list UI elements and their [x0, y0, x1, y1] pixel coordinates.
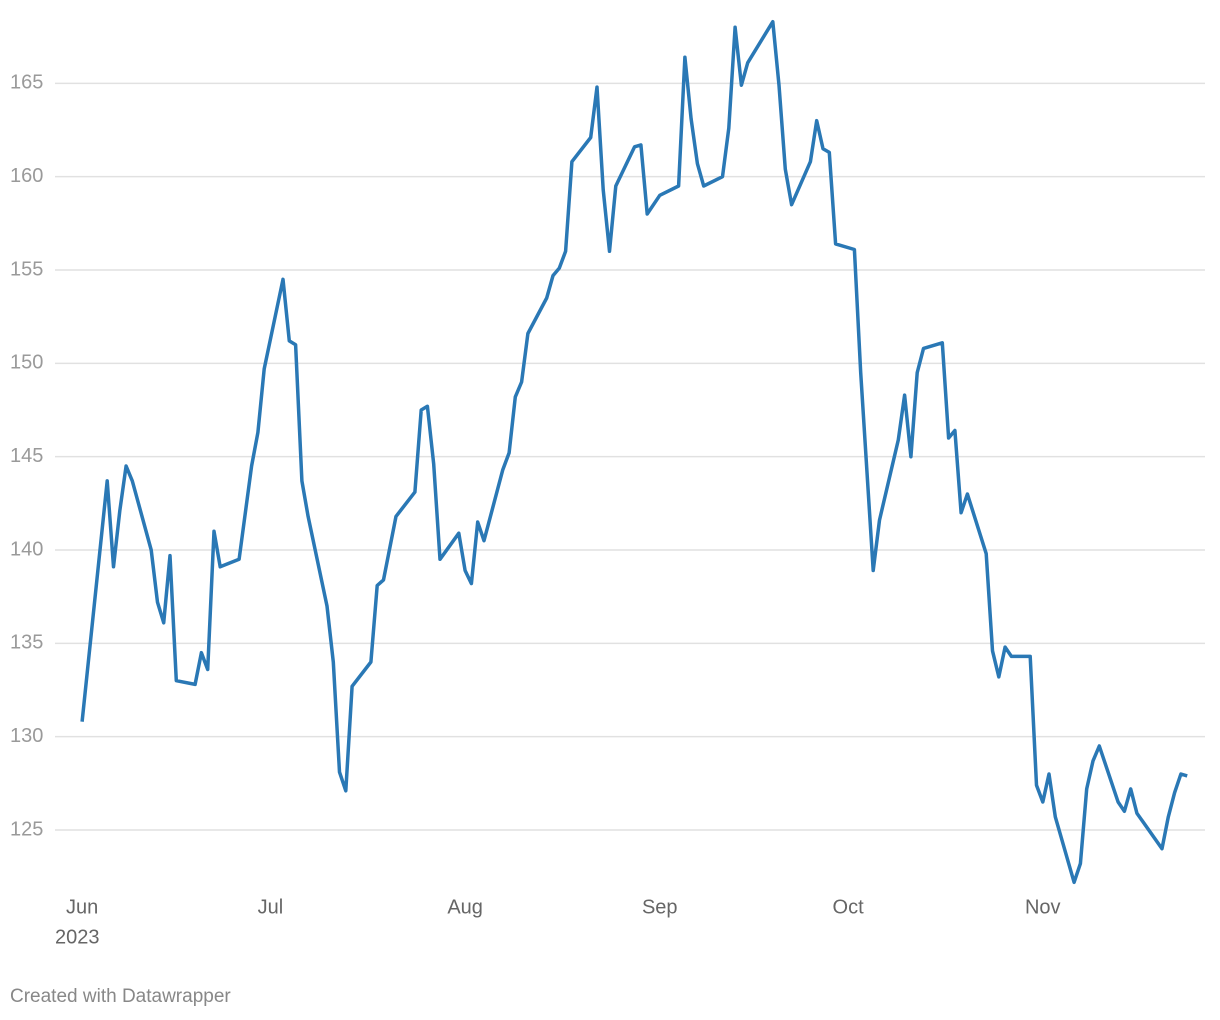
- year-label: 2023: [55, 926, 100, 948]
- y-tick-label: 165: [10, 72, 43, 94]
- y-tick-label: 125: [10, 818, 43, 840]
- source-note: Created with Datawrapper: [10, 986, 231, 1007]
- y-tick-label: 130: [10, 725, 43, 747]
- y-tick-label: 160: [10, 165, 43, 187]
- x-tick-label: Oct: [833, 896, 865, 918]
- x-tick-label: Sep: [642, 896, 678, 918]
- y-tick-label: 150: [10, 352, 43, 374]
- x-tick-label: Jul: [258, 896, 284, 918]
- x-tick-label: Jun: [66, 896, 98, 918]
- data-line: [80, 19, 1188, 885]
- x-tick-label: Nov: [1025, 896, 1061, 918]
- x-tick-label: Aug: [447, 896, 483, 918]
- y-tick-label: 135: [10, 632, 43, 654]
- y-tick-label: 155: [10, 258, 43, 280]
- y-tick-label: 145: [10, 445, 43, 467]
- y-tick-label: 140: [10, 538, 43, 560]
